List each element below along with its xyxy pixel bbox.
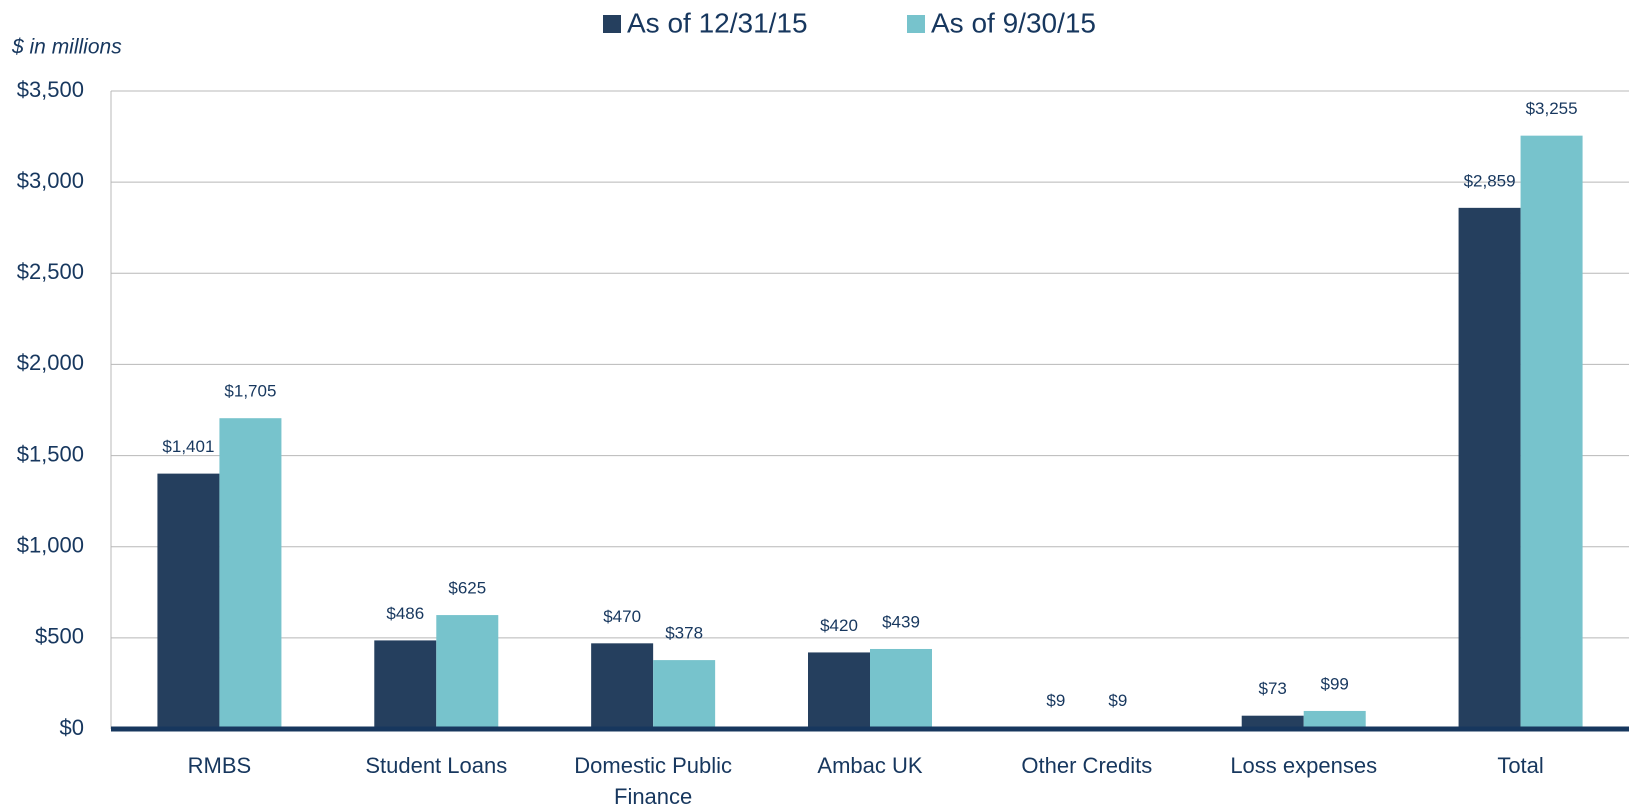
data-label: $99 — [1321, 674, 1349, 693]
data-label: $625 — [448, 579, 486, 598]
subtitle: $ in millions — [11, 36, 122, 59]
bar — [157, 473, 220, 729]
bar — [1241, 715, 1304, 729]
data-label: $1,705 — [224, 382, 276, 401]
legend-label: As of 9/30/15 — [931, 7, 1096, 38]
data-label: $2,859 — [1464, 171, 1516, 190]
bar — [219, 418, 282, 729]
data-label: $9 — [1046, 691, 1065, 710]
bar — [870, 648, 932, 729]
y-tick-label: $2,500 — [17, 259, 84, 284]
bar — [374, 640, 437, 729]
bar — [808, 652, 870, 729]
data-label: $1,401 — [162, 437, 214, 456]
x-tick-label: Loss expenses — [1230, 753, 1378, 778]
x-tick-label: RMBS — [187, 753, 252, 778]
data-label: $9 — [1108, 691, 1127, 710]
data-label: $470 — [603, 607, 641, 626]
y-tick-label: $3,000 — [17, 168, 84, 193]
y-tick-label: $0 — [60, 715, 84, 740]
x-tick-label: Student Loans — [365, 753, 508, 778]
x-tick-label: Domestic Public Finance — [574, 753, 732, 807]
x-tick-label: Ambac UK — [817, 753, 923, 778]
bar — [436, 615, 499, 729]
x-tick-label: Total — [1497, 753, 1544, 778]
y-tick-label: $500 — [35, 624, 84, 649]
bar — [1458, 207, 1521, 729]
y-tick-label: $3,500 — [17, 77, 84, 102]
data-label: $486 — [386, 604, 424, 623]
bar — [1303, 710, 1366, 729]
bar — [653, 660, 716, 729]
legend-swatch — [603, 15, 621, 33]
y-tick-label: $1,000 — [17, 533, 84, 558]
data-label: $420 — [820, 616, 858, 635]
legend-swatch — [907, 15, 925, 33]
y-tick-label: $2,000 — [17, 350, 84, 375]
data-label: $73 — [1259, 679, 1287, 698]
bar — [1520, 135, 1583, 729]
data-label: $439 — [882, 612, 920, 631]
legend-label: As of 12/31/15 — [627, 7, 808, 38]
x-tick-label: Other Credits — [1021, 753, 1153, 778]
y-tick-label: $1,500 — [17, 441, 84, 466]
bar — [591, 643, 654, 729]
data-label: $378 — [665, 624, 703, 643]
data-label: $3,255 — [1526, 99, 1578, 118]
